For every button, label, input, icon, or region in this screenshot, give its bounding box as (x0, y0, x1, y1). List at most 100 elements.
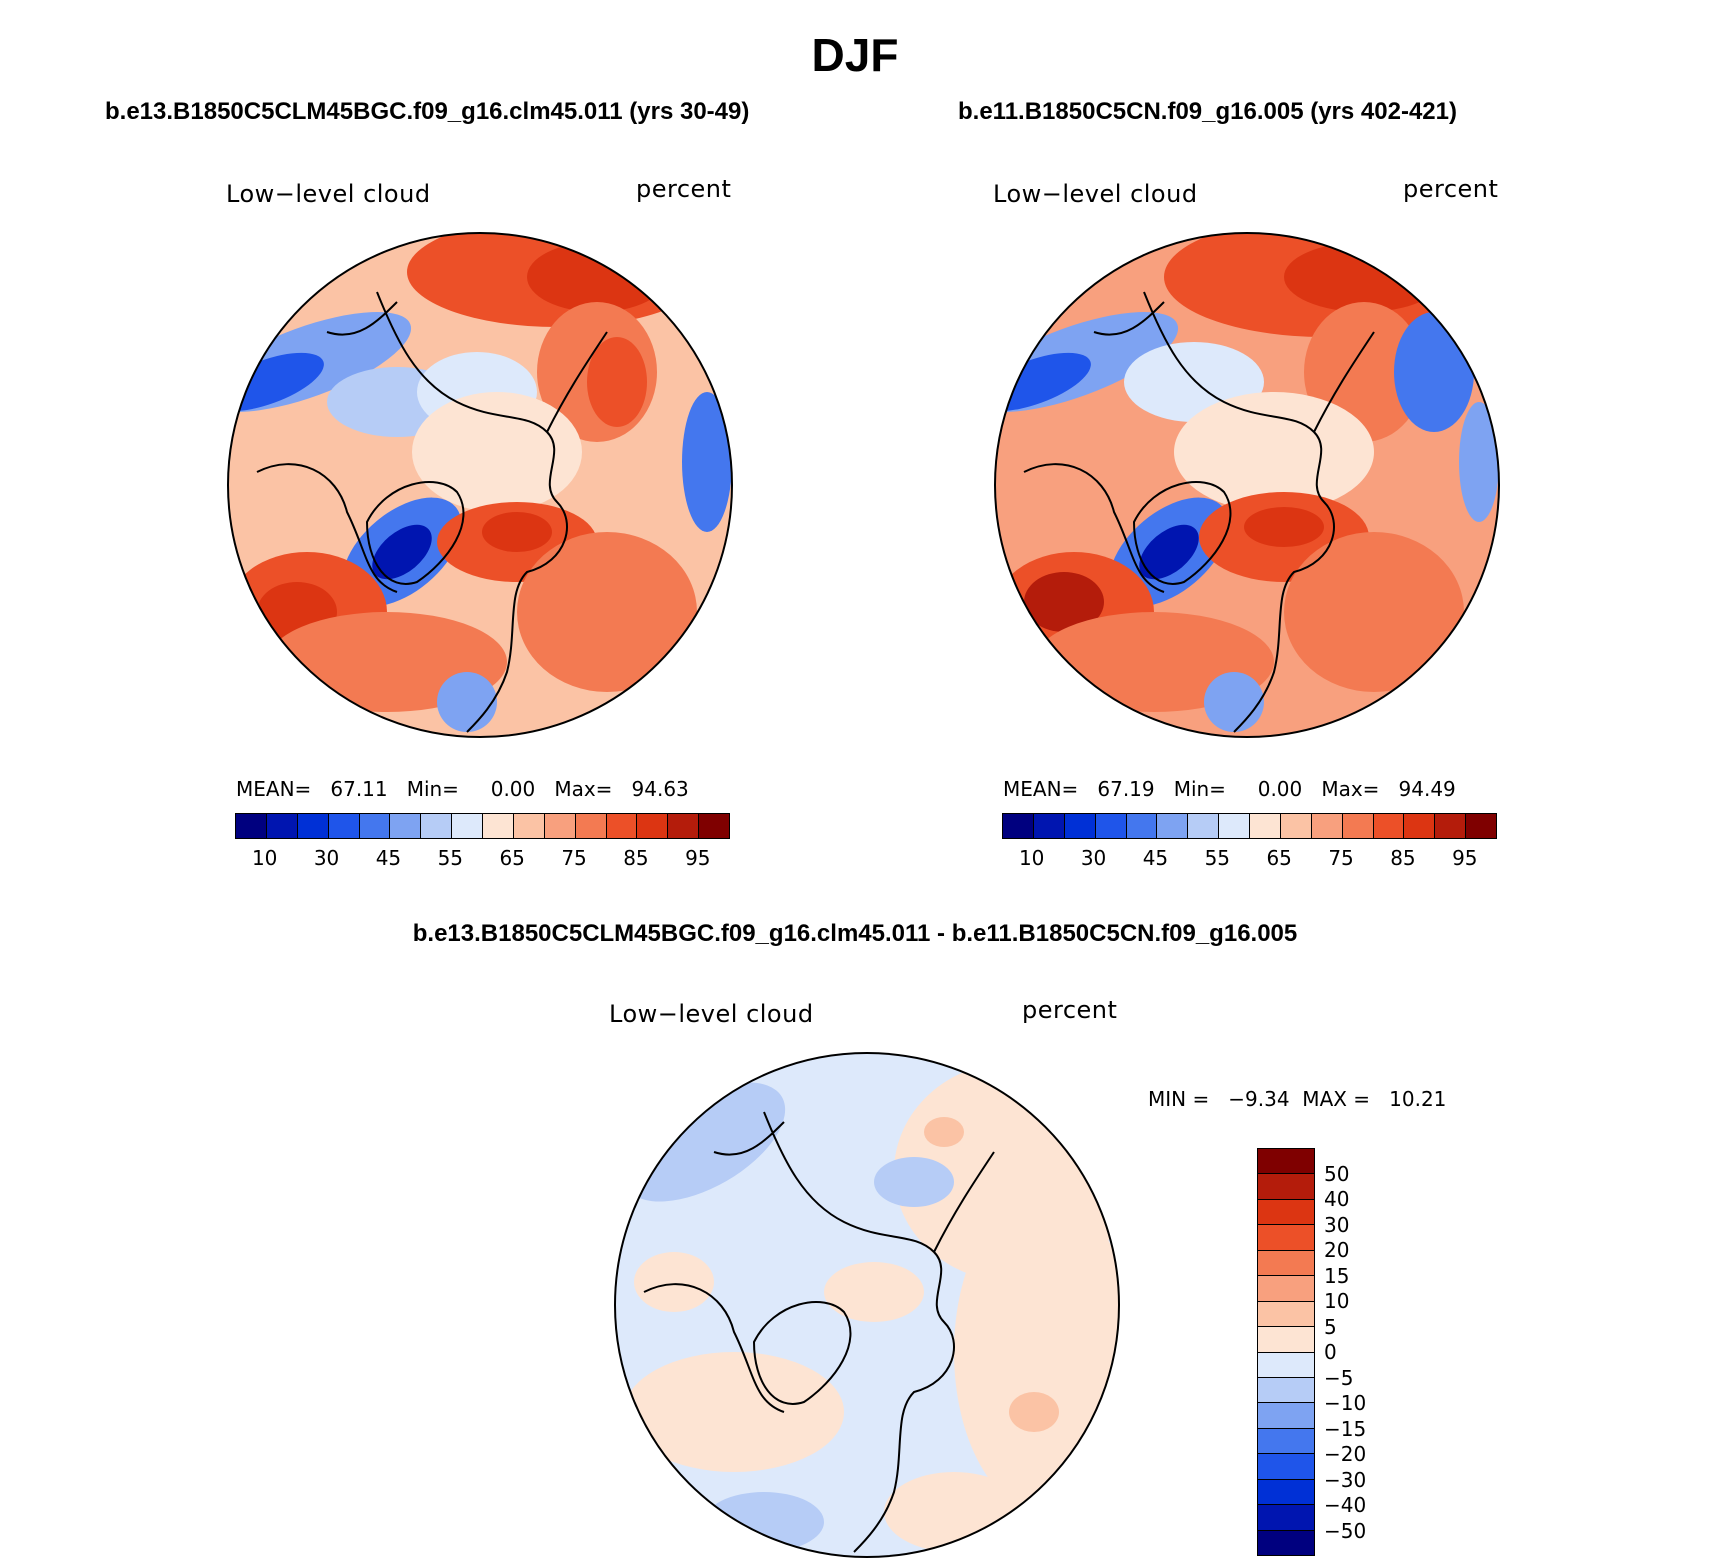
difference-colorbar-tick-label: 5 (1324, 1314, 1337, 1339)
panel1-colorbar-box (544, 814, 576, 838)
panel2-colorbar-tick-label: 45 (1142, 846, 1169, 870)
panel2-colorbar-tick-label: 10 (1018, 846, 1045, 870)
panel1-colorbar-box (421, 814, 453, 838)
difference-colorbar-tick-label: 0 (1324, 1340, 1337, 1364)
difference-colorbar-box (1258, 1479, 1314, 1506)
panel2-variable-label: Low−level cloud (993, 180, 1198, 208)
panel2-colorbar-box (1126, 814, 1158, 838)
panel1-colorbar-box (513, 814, 545, 838)
difference-colorbar-box (1258, 1301, 1314, 1328)
difference-colorbar (1257, 1148, 1315, 1556)
difference-colorbar-box (1258, 1174, 1314, 1200)
panel1-case-title: b.e13.B1850C5CLM45BGC.f09_g16.clm45.011 … (105, 98, 750, 125)
difference-colorbar-tick-label: 40 (1324, 1187, 1350, 1211)
difference-stats: MIN = −9.34 MAX = 10.21 (1148, 1087, 1447, 1111)
panel1-colorbar-box (266, 814, 298, 838)
figure-title: DJF (811, 29, 899, 81)
panel1-colorbar-box (699, 814, 729, 838)
panel2-colorbar-box (1280, 814, 1312, 838)
panel1-colorbar-box (668, 814, 700, 838)
panel2-colorbar (1002, 813, 1497, 839)
panel2-colorbar-box (1188, 814, 1220, 838)
difference-colorbar-box (1258, 1149, 1314, 1175)
difference-colorbar-tick-label: 10 (1324, 1289, 1350, 1313)
panel2-colorbar-ticks: 10 30 45 55 65 75 85 95 (1002, 846, 1497, 872)
panel1-variable-label: Low−level cloud (226, 180, 431, 208)
panel2-colorbar-box (1342, 814, 1374, 838)
panel1-colorbar-box (390, 814, 422, 838)
panel2-colorbar-tick-label: 85 (1390, 846, 1416, 870)
difference-colorbar-box (1258, 1454, 1314, 1480)
panel1-stats: MEAN= 67.11 Min= 0.00 Max= 94.63 (236, 777, 689, 801)
panel2-colorbar-box (1064, 814, 1096, 838)
difference-colorbar-tick-label: −15 (1324, 1416, 1367, 1441)
panel1-colorbar-tick-label: 95 (685, 846, 711, 870)
difference-variable-label: Low−level cloud (609, 1000, 814, 1028)
panel1-colorbar-ticks: 10 30 45 55 65 75 85 95 (235, 846, 730, 872)
panel1-colorbar-box (359, 814, 391, 838)
panel2-polar-map (994, 232, 1500, 738)
difference-colorbar-tick-label: −5 (1324, 1365, 1354, 1390)
panel1-colorbar-box (483, 814, 514, 838)
panel2-colorbar-box (1404, 814, 1436, 838)
panel1-colorbar-box (236, 814, 267, 838)
panel2-colorbar-box (1003, 814, 1034, 838)
difference-colorbar-box (1258, 1403, 1314, 1429)
panel2-units-label: percent (1403, 175, 1499, 203)
difference-colorbar-box (1258, 1276, 1314, 1302)
difference-colorbar-tick-label: 30 (1324, 1212, 1350, 1237)
panel2-colorbar-tick-label: 55 (1204, 846, 1231, 870)
difference-colorbar-box (1258, 1352, 1314, 1378)
difference-title: b.e13.B1850C5CLM45BGC.f09_g16.clm45.011 … (412, 920, 1298, 947)
panel2-colorbar-box (1466, 814, 1496, 838)
panel2-colorbar-box (1250, 814, 1281, 838)
difference-colorbar-box (1258, 1250, 1314, 1277)
panel1-colorbar-box (637, 814, 669, 838)
panel1-colorbar-box (297, 814, 329, 838)
difference-colorbar-box (1258, 1327, 1314, 1353)
difference-colorbar-ticks: 50 40 30 20 15 10 5 0 −5 −10 −15 −20 −30 −40 −50 (1324, 1148, 1404, 1556)
difference-polar-map (614, 1052, 1120, 1558)
panel1-colorbar-tick-label: 30 (313, 846, 340, 870)
panel2-stats: MEAN= 67.19 Min= 0.00 Max= 94.49 (1003, 777, 1456, 801)
panel2-colorbar-box (1311, 814, 1343, 838)
difference-colorbar-box (1258, 1505, 1314, 1531)
difference-colorbar-box (1258, 1225, 1314, 1251)
difference-units-label: percent (1022, 996, 1118, 1024)
panel2-colorbar-box (1033, 814, 1065, 838)
difference-colorbar-box (1258, 1377, 1314, 1404)
difference-colorbar-box (1258, 1530, 1314, 1555)
difference-colorbar-tick-label: −30 (1324, 1467, 1367, 1492)
panel1-colorbar-tick-label: 55 (437, 846, 464, 870)
panel2-colorbar-tick-label: 95 (1452, 846, 1478, 870)
panel2-colorbar-box (1373, 814, 1405, 838)
difference-colorbar-tick-label: −40 (1324, 1493, 1367, 1517)
panel1-colorbar-tick-label: 85 (623, 846, 649, 870)
difference-colorbar-box (1258, 1199, 1314, 1226)
panel2-case-title: b.e11.B1850C5CN.f09_g16.005 (yrs 402-421… (958, 98, 1457, 125)
difference-colorbar-tick-label: −10 (1324, 1391, 1367, 1415)
difference-colorbar-tick-label: 15 (1324, 1263, 1350, 1288)
panel1-colorbar-tick-label: 10 (251, 846, 278, 870)
panel2-colorbar-tick-label: 65 (1266, 846, 1292, 870)
panel1-colorbar-box (575, 814, 607, 838)
panel1-colorbar-box (328, 814, 360, 838)
panel1-colorbar-tick-label: 65 (499, 846, 525, 870)
panel2-colorbar-tick-label: 30 (1080, 846, 1107, 870)
panel2-colorbar-box (1095, 814, 1127, 838)
difference-colorbar-tick-label: −50 (1324, 1518, 1367, 1543)
panel1-colorbar-tick-label: 75 (561, 846, 587, 870)
difference-colorbar-box (1258, 1428, 1314, 1455)
panel2-colorbar-tick-label: 75 (1328, 846, 1354, 870)
difference-colorbar-tick-label: −20 (1324, 1442, 1367, 1466)
panel2-colorbar-box (1219, 814, 1250, 838)
panel1-polar-map (227, 232, 733, 738)
panel1-colorbar-box (452, 814, 483, 838)
panel1-units-label: percent (636, 175, 732, 203)
difference-colorbar-tick-label: 50 (1324, 1161, 1350, 1186)
panel1-colorbar-tick-label: 45 (375, 846, 402, 870)
panel2-colorbar-box (1435, 814, 1467, 838)
panel1-colorbar (235, 813, 730, 839)
panel2-colorbar-box (1157, 814, 1189, 838)
difference-colorbar-tick-label: 20 (1324, 1238, 1350, 1262)
